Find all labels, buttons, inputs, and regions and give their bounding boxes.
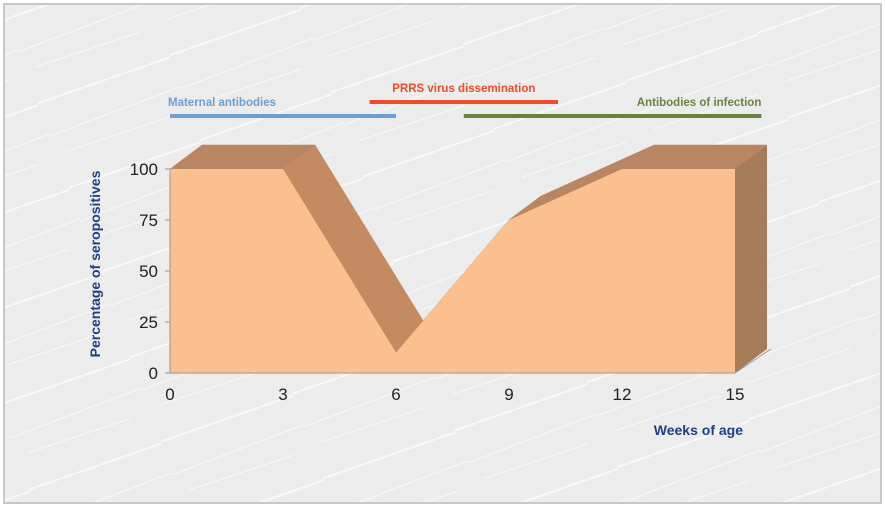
x-tick-label-3: 3 (278, 385, 287, 404)
x-tick-label-6: 6 (391, 385, 400, 404)
band-label-2: Antibodies of infection (637, 97, 762, 109)
band-label-1: PRRS virus dissemination (392, 83, 535, 95)
y-tick-label-75: 75 (139, 211, 158, 230)
axis-layer: 0 3 6 9 12 15 0 25 50 75 100 (130, 160, 772, 404)
y-tick-label-50: 50 (139, 262, 158, 281)
x-tick-label-9: 9 (504, 385, 513, 404)
band-label-0: Maternal antibodies (168, 97, 276, 109)
area-side-face (735, 145, 767, 373)
x-tick-label-0: 0 (165, 385, 174, 404)
x-tick-label-12: 12 (613, 385, 632, 404)
y-tick-label-100: 100 (130, 160, 158, 179)
x-axis-depth-line (734, 348, 772, 374)
y-tick-label-25: 25 (139, 313, 158, 332)
y-axis-title: Percentage of seropositives (87, 170, 103, 357)
band-layer: Maternal antibodies PRRS virus disseminat… (168, 83, 762, 118)
x-axis-title: Weeks of age (654, 422, 743, 438)
x-tick-label-15: 15 (726, 385, 745, 404)
area-front-face (170, 169, 735, 373)
y-tick-label-0: 0 (149, 364, 158, 383)
plot-area (169, 144, 768, 373)
